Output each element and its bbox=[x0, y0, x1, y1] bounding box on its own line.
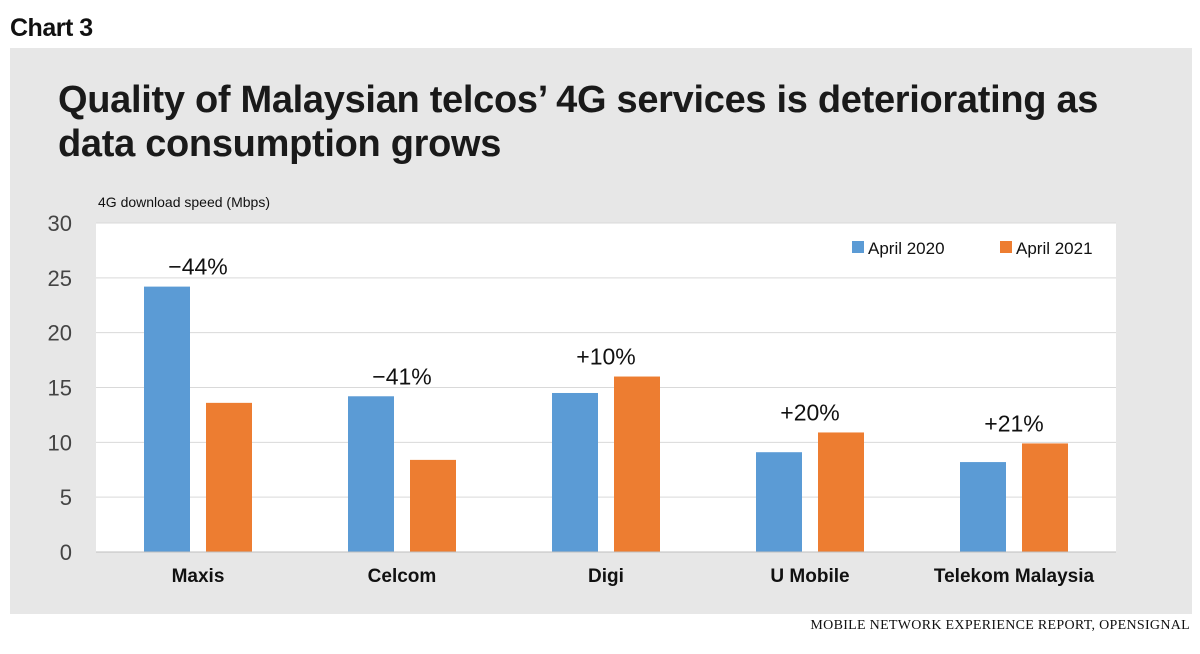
chart-title: Quality of Malaysian telcos’ 4G services… bbox=[58, 79, 1099, 165]
bar-april-2020 bbox=[756, 452, 802, 552]
bar-april-2021 bbox=[818, 432, 864, 552]
bar-april-2021 bbox=[1022, 443, 1068, 552]
legend-swatch bbox=[852, 241, 864, 253]
y-axis-label: 4G download speed (Mbps) bbox=[98, 194, 270, 210]
y-tick-label: 5 bbox=[60, 485, 72, 510]
bar-april-2020 bbox=[348, 396, 394, 552]
bar-april-2020 bbox=[960, 462, 1006, 552]
bar-april-2020 bbox=[552, 392, 598, 552]
y-tick-label: 30 bbox=[48, 211, 72, 236]
y-tick-label: 10 bbox=[48, 430, 72, 455]
bar-april-2020 bbox=[144, 286, 190, 552]
bar-april-2021 bbox=[614, 376, 660, 552]
bar-april-2021 bbox=[206, 402, 252, 552]
change-annotation: +10% bbox=[576, 344, 635, 370]
x-tick-label: U Mobile bbox=[770, 566, 849, 587]
bar-april-2021 bbox=[410, 459, 456, 552]
legend-label: April 2021 bbox=[1016, 239, 1093, 258]
legend-label: April 2020 bbox=[868, 239, 945, 258]
x-tick-label: Digi bbox=[588, 566, 624, 587]
y-tick-label: 0 bbox=[60, 540, 72, 565]
source-credit: MOBILE NETWORK EXPERIENCE REPORT, OPENSI… bbox=[810, 618, 1190, 633]
change-annotation: −44% bbox=[168, 254, 227, 280]
legend-swatch bbox=[1000, 241, 1012, 253]
change-annotation: +21% bbox=[984, 410, 1043, 436]
x-tick-label: Telekom Malaysia bbox=[934, 566, 1095, 587]
y-tick-label: 25 bbox=[48, 266, 72, 291]
chart-number-label: Chart 3 bbox=[10, 14, 93, 42]
y-tick-label: 15 bbox=[48, 376, 72, 401]
x-tick-label: Maxis bbox=[172, 566, 225, 587]
x-tick-label: Celcom bbox=[368, 566, 437, 587]
change-annotation: +20% bbox=[780, 399, 839, 425]
y-tick-label: 20 bbox=[48, 321, 72, 346]
change-annotation: −41% bbox=[372, 363, 431, 389]
